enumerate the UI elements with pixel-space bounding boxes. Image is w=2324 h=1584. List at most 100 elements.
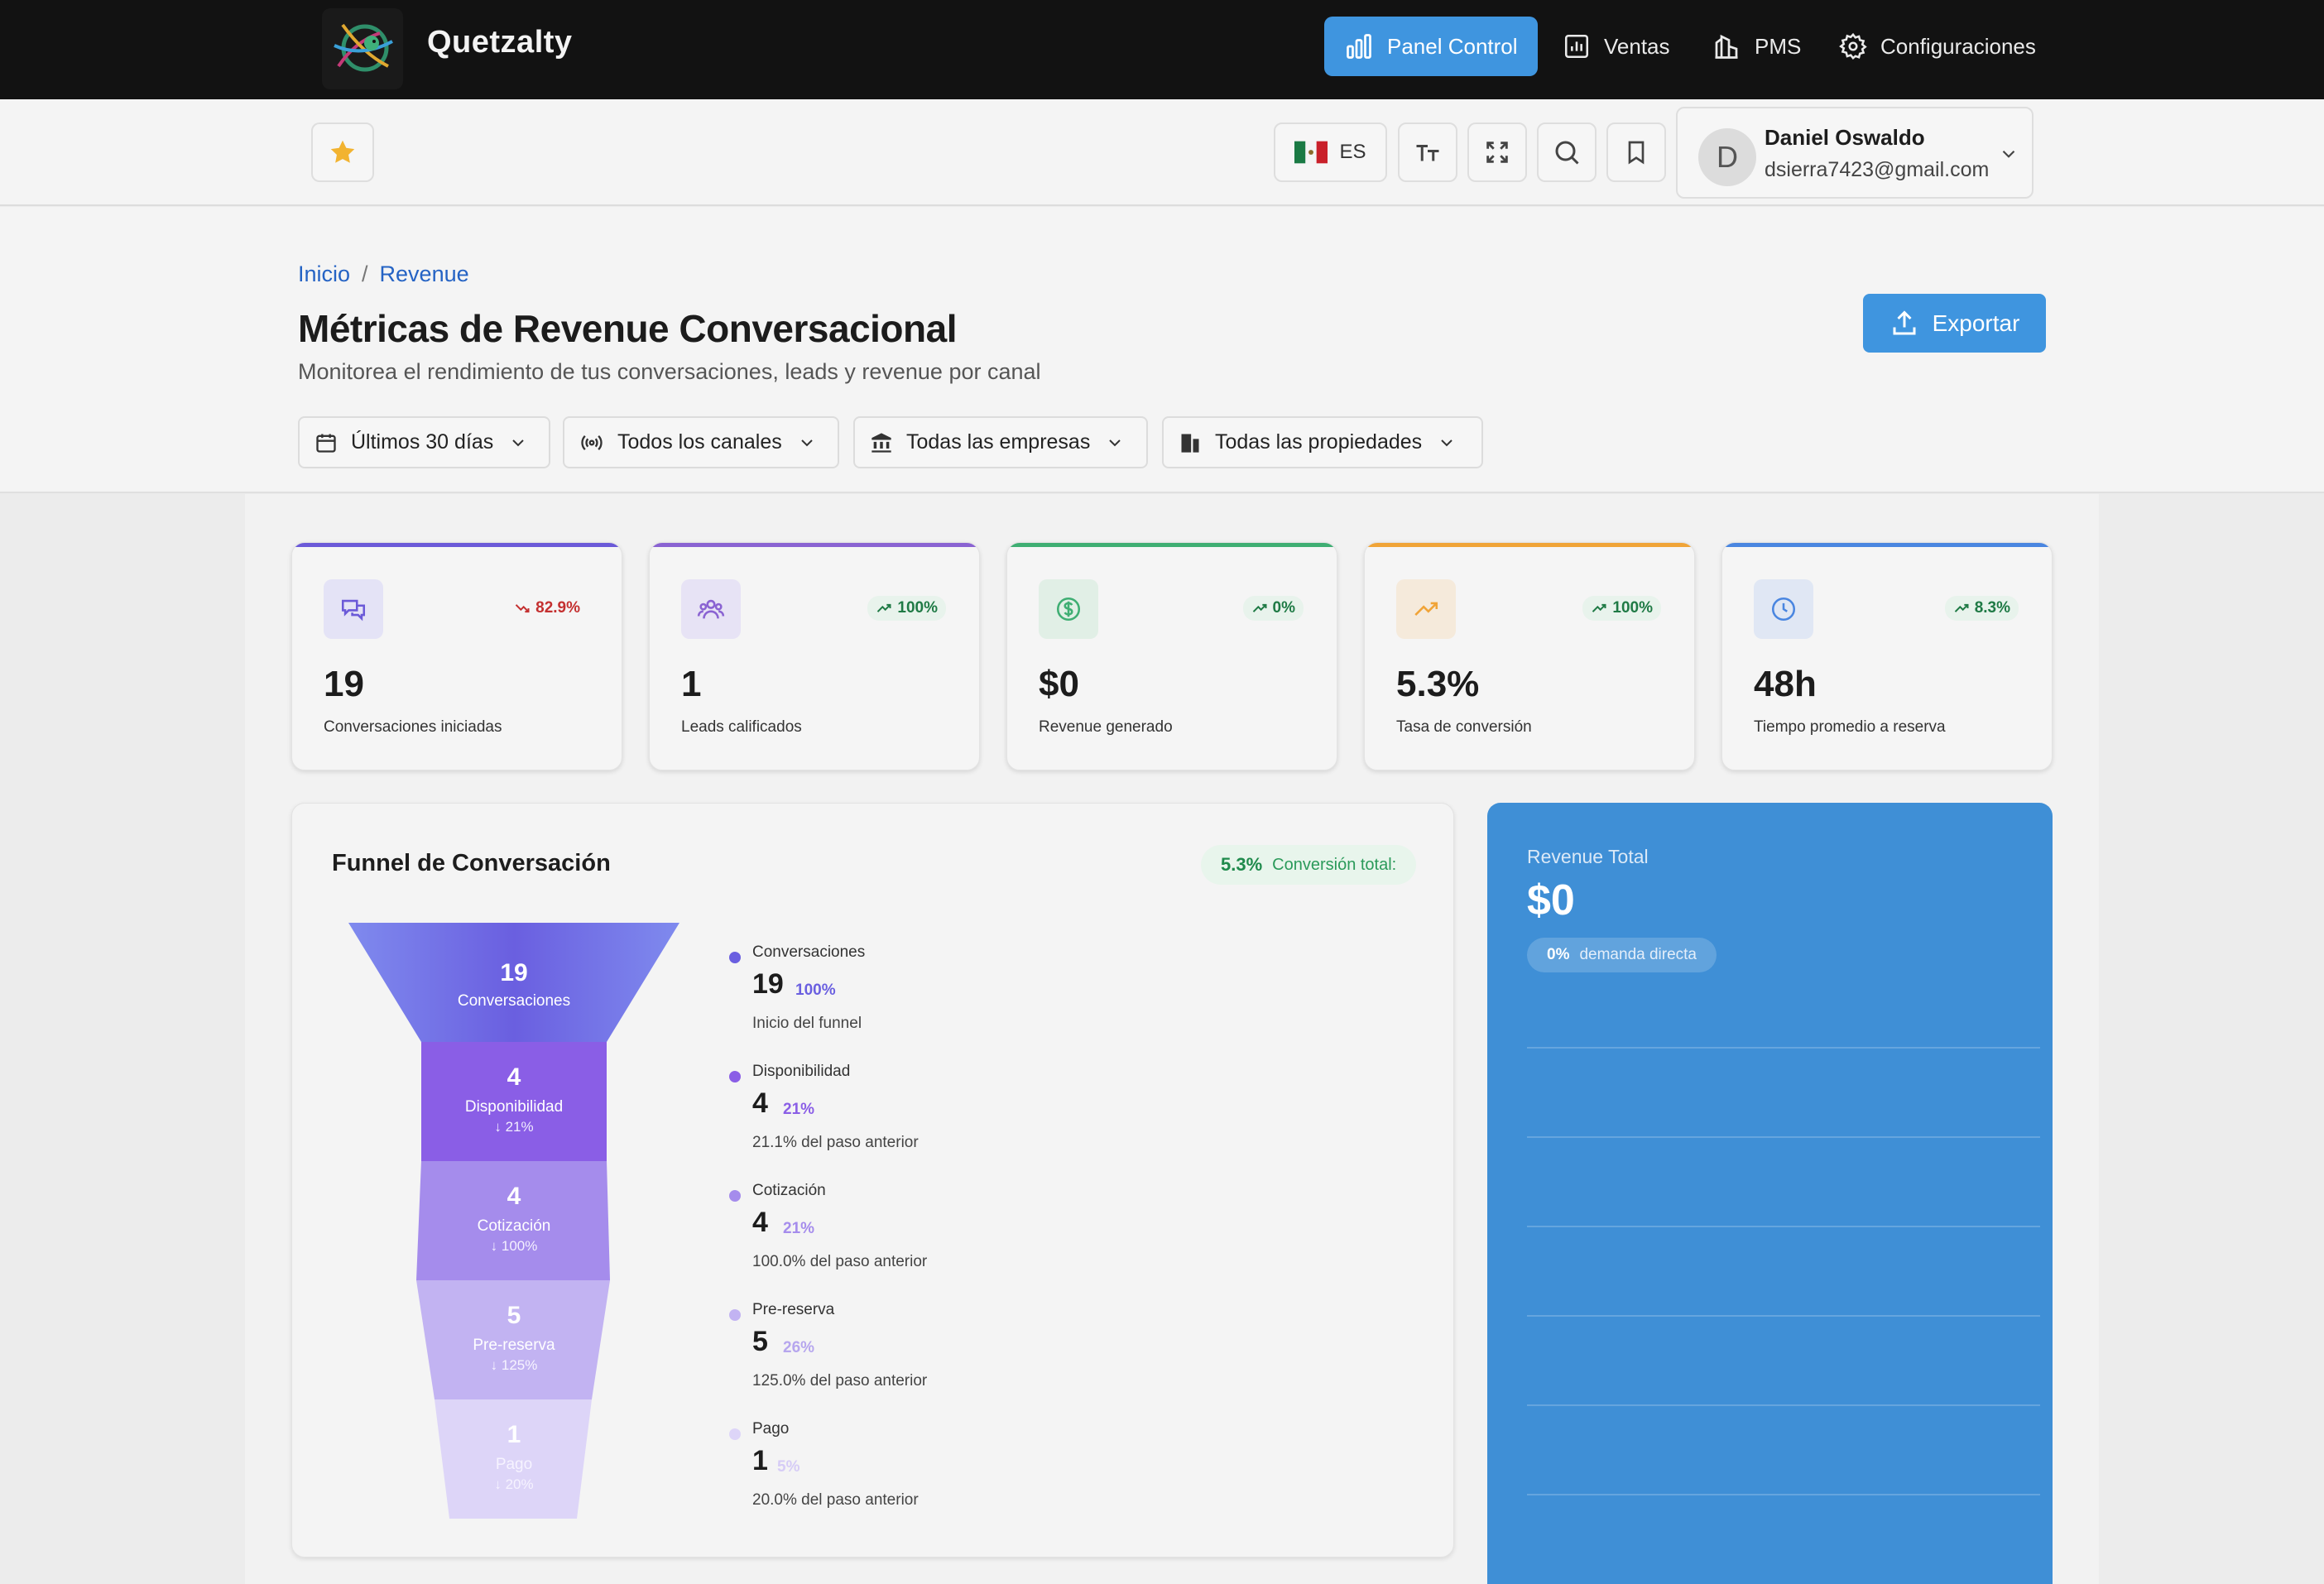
funnel-card: Funnel de Conversación 5.3% Conversión t… bbox=[291, 803, 1454, 1558]
revenue-total-card: Revenue Total $0 0% demanda directa bbox=[1487, 803, 2053, 1584]
stat-change-value: 82.9% bbox=[535, 599, 580, 617]
calendar-icon bbox=[316, 434, 336, 453]
search-icon bbox=[1555, 141, 1579, 165]
stat-card-avg-time[interactable]: 8.3% 48h Tiempo promedio a reserva bbox=[1721, 542, 2053, 770]
date-range-label: Últimos 30 días bbox=[351, 430, 494, 454]
legend-value: 5 bbox=[752, 1326, 768, 1357]
funnel-stage-value: 1 bbox=[507, 1421, 521, 1448]
total-conversion-badge: 5.3% Conversión total: bbox=[1201, 845, 1417, 885]
funnel-stage-pago[interactable] bbox=[435, 1399, 592, 1519]
nav-configuraciones[interactable]: Configuraciones bbox=[1839, 17, 2036, 76]
page-title: Métricas de Revenue Conversacional bbox=[298, 307, 958, 350]
legend-note: 20.0% del paso anterior bbox=[752, 1491, 919, 1509]
funnel-stage-value: 19 bbox=[500, 959, 527, 986]
upload-icon bbox=[1893, 310, 1916, 334]
chevron-down-icon bbox=[801, 439, 813, 446]
brand-name: Quetzalty bbox=[427, 25, 573, 60]
breadcrumb-inicio[interactable]: Inicio bbox=[298, 262, 351, 286]
chart-gridline bbox=[1527, 1136, 2040, 1138]
legend-percent: 21% bbox=[783, 1220, 815, 1237]
funnel-stage-step: ↓ 20% bbox=[494, 1476, 533, 1492]
stat-label: Conversaciones iniciadas bbox=[324, 718, 502, 736]
trend-up-icon bbox=[1592, 603, 1606, 612]
funnel-stage-name: Pre-reserva bbox=[473, 1337, 555, 1354]
stat-change-badge: 82.9% bbox=[506, 596, 588, 621]
stat-card-accent bbox=[292, 543, 622, 547]
nav-pms[interactable]: PMS bbox=[1712, 17, 1801, 76]
nav-panel-control[interactable]: Panel Control bbox=[1324, 17, 1538, 76]
funnel-stage-disponibilidad[interactable] bbox=[421, 1042, 607, 1161]
total-conversion-value: 5.3% bbox=[1221, 854, 1263, 875]
channel-filter[interactable]: Todos los canales bbox=[563, 416, 839, 468]
favorites-button[interactable] bbox=[311, 122, 374, 182]
chat-icon bbox=[341, 599, 366, 622]
bar-chart-icon bbox=[1347, 34, 1371, 59]
nav-ventas-label: Ventas bbox=[1604, 33, 1670, 59]
building-icon bbox=[1181, 434, 1199, 453]
top-navigation: Quetzalty Panel Control Ventas PMS Confi… bbox=[0, 0, 2324, 99]
funnel-stage-name: Conversaciones bbox=[458, 992, 570, 1010]
legend-percent: 100% bbox=[795, 982, 836, 999]
legend-dot bbox=[729, 952, 741, 963]
stat-card-accent bbox=[650, 543, 979, 547]
language-label: ES bbox=[1339, 141, 1366, 163]
date-range-filter[interactable]: Últimos 30 días bbox=[298, 416, 550, 468]
search-button[interactable] bbox=[1537, 122, 1597, 182]
company-filter[interactable]: Todas las empresas bbox=[853, 416, 1148, 468]
breadcrumb-revenue[interactable]: Revenue bbox=[379, 262, 469, 286]
language-selector[interactable]: ES bbox=[1274, 122, 1387, 182]
text-size-button[interactable] bbox=[1398, 122, 1457, 182]
property-filter[interactable]: Todas las propiedades bbox=[1162, 416, 1483, 468]
stat-card-conversion-rate[interactable]: 100% 5.3% Tasa de conversión bbox=[1364, 542, 1695, 770]
dollar-icon bbox=[1056, 597, 1081, 622]
nav-ventas[interactable]: Ventas bbox=[1563, 17, 1670, 76]
building-chart-icon bbox=[1715, 34, 1738, 59]
stat-value: 1 bbox=[681, 664, 702, 704]
legend-percent: 21% bbox=[783, 1101, 815, 1118]
funnel-title: Funnel de Conversación bbox=[332, 850, 611, 876]
breadcrumb: Inicio / Revenue bbox=[298, 262, 469, 287]
chevron-down-icon bbox=[1109, 439, 1121, 446]
stat-card-revenue[interactable]: 0% $0 Revenue generado bbox=[1006, 542, 1337, 770]
bank-icon bbox=[872, 432, 891, 453]
page-subtitle: Monitorea el rendimiento de tus conversa… bbox=[298, 359, 1041, 384]
funnel-stage-name: Pago bbox=[496, 1456, 532, 1473]
company-filter-label: Todas las empresas bbox=[906, 430, 1091, 454]
stat-change-value: 100% bbox=[1612, 599, 1653, 617]
stat-card-accent bbox=[1722, 543, 2052, 547]
funnel-chart: 19 Conversaciones 4 Disponibilidad ↓ 21%… bbox=[348, 923, 679, 1519]
utility-toolbar: ES D Daniel Oswaldo dsierra7423@gmail.co… bbox=[0, 99, 2324, 206]
stat-change-badge: 100% bbox=[867, 596, 946, 621]
legend-dot bbox=[729, 1428, 741, 1440]
funnel-stage-conversaciones[interactable] bbox=[348, 923, 679, 1042]
clock-icon bbox=[1771, 597, 1796, 622]
trend-up-icon bbox=[1414, 602, 1438, 616]
stat-card-conversations[interactable]: 82.9% 19 Conversaciones iniciadas bbox=[291, 542, 622, 770]
stat-value: 19 bbox=[324, 664, 364, 704]
funnel-stage-value: 4 bbox=[507, 1183, 521, 1210]
legend-dot bbox=[729, 1309, 741, 1321]
users-icon bbox=[697, 599, 725, 619]
stat-value: $0 bbox=[1039, 664, 1079, 704]
legend-note: 21.1% del paso anterior bbox=[752, 1134, 919, 1151]
channel-filter-label: Todos los canales bbox=[617, 430, 782, 454]
trend-up-icon bbox=[1252, 603, 1267, 612]
legend-note: 100.0% del paso anterior bbox=[752, 1253, 928, 1270]
funnel-stage-cotizacion[interactable] bbox=[416, 1161, 610, 1280]
fullscreen-button[interactable] bbox=[1467, 122, 1527, 182]
export-button[interactable]: Exportar bbox=[1863, 294, 2046, 353]
brand-logo[interactable] bbox=[322, 8, 403, 89]
gear-icon bbox=[1839, 32, 1867, 60]
user-menu[interactable]: D Daniel Oswaldo dsierra7423@gmail.com bbox=[1676, 107, 2034, 199]
stat-card-leads[interactable]: 100% 1 Leads calificados bbox=[649, 542, 980, 770]
stat-change-value: 100% bbox=[897, 599, 938, 617]
funnel-stage-value: 4 bbox=[507, 1063, 521, 1091]
expand-icon bbox=[1486, 142, 1508, 163]
legend-dot bbox=[729, 1190, 741, 1202]
stat-label: Revenue generado bbox=[1039, 718, 1173, 736]
stat-change-value: 0% bbox=[1272, 599, 1295, 617]
broadcast-icon bbox=[581, 434, 603, 450]
funnel-stage-pre-reserva[interactable] bbox=[416, 1280, 610, 1399]
bookmark-button[interactable] bbox=[1606, 122, 1666, 182]
funnel-stage-step: ↓ 21% bbox=[494, 1119, 533, 1135]
